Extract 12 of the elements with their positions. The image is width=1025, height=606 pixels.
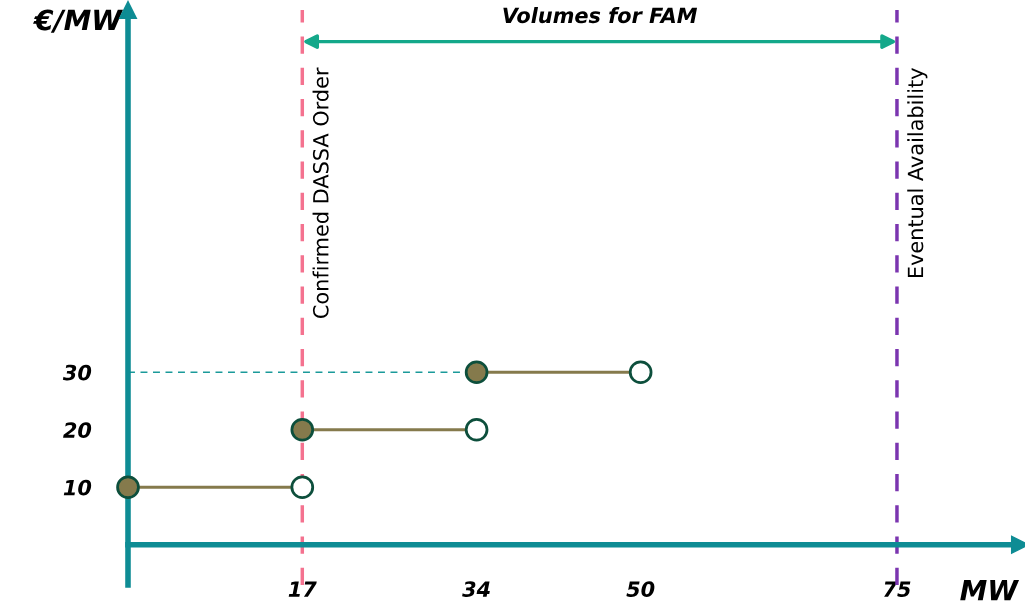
- ref-line-label: Confirmed DASSA Order: [312, 67, 329, 318]
- x-axis-title: MW: [960, 580, 1020, 601]
- annotation: Volumes for FAM: [503, 7, 698, 24]
- y-axis-title: €/MW: [33, 9, 124, 33]
- y-tick-label: 20: [63, 422, 92, 438]
- ref-line-label: Eventual Availability: [907, 68, 928, 278]
- x-tick-label: 17: [288, 581, 317, 597]
- x-tick-label: 34: [462, 581, 490, 597]
- y-tick-label: 10: [63, 479, 92, 496]
- y-tick-label: 30: [62, 364, 92, 381]
- x-tick-label: 75: [884, 581, 911, 597]
- x-tick-label: 50: [626, 581, 655, 597]
